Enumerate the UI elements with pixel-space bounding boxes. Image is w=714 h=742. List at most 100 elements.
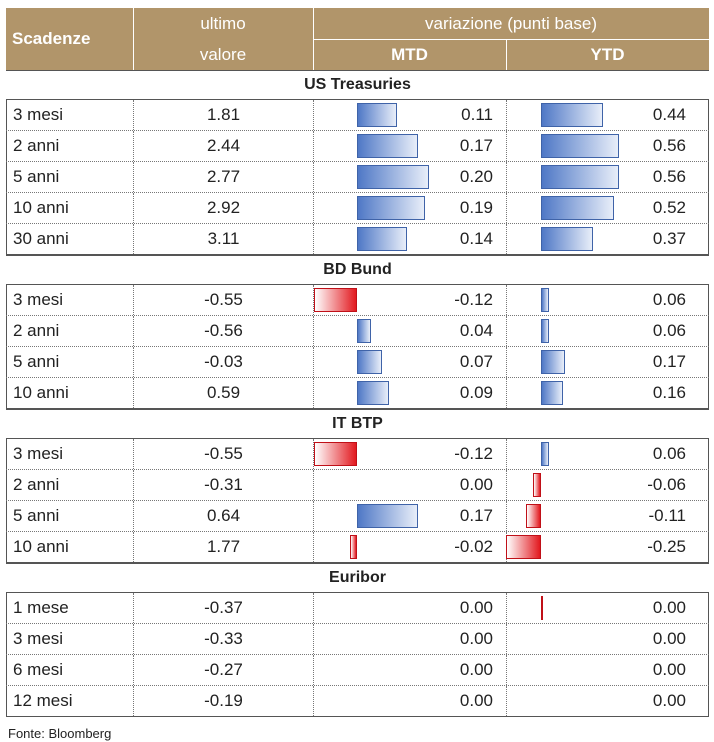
last-value-cell: 3.11: [133, 224, 313, 254]
table-row: 2 anni -0.31 0.00 -0.06: [6, 470, 709, 501]
mtd-positive-bar: [357, 227, 408, 251]
ytd-value: 0.44: [652, 105, 686, 124]
ytd-cell: 0.17: [506, 347, 709, 377]
ytd-value: 0.16: [652, 383, 686, 402]
table-row: 10 anni 1.77 -0.02 -0.25: [6, 532, 709, 563]
ytd-cell: 0.06: [506, 439, 709, 469]
table-row: 10 anni 0.59 0.09 0.16: [6, 378, 709, 409]
ytd-positive-bar: [541, 288, 550, 312]
last-value-cell: 1.77: [133, 532, 313, 562]
mtd-value: -0.12: [454, 290, 493, 309]
ytd-cell: 0.37: [506, 224, 709, 254]
last-value-cell: 2.92: [133, 193, 313, 223]
mtd-negative-bar: [313, 288, 357, 312]
mtd-cell: 0.14: [313, 224, 506, 254]
maturity-cell: 5 anni: [6, 347, 133, 377]
table-body: US Treasuries 3 mesi 1.81 0.11 0.44 2 anni 2.4…: [6, 70, 709, 717]
mtd-positive-bar: [357, 165, 429, 189]
mtd-value: 0.17: [459, 506, 493, 525]
mtd-cell: -0.12: [313, 285, 506, 315]
section-title: Euribor: [6, 563, 709, 593]
header-divider: [506, 39, 507, 70]
ytd-cell: 0.56: [506, 131, 709, 161]
mtd-cell: 0.19: [313, 193, 506, 223]
maturity-cell: 3 mesi: [6, 624, 133, 654]
ytd-cell: 0.56: [506, 162, 709, 192]
mtd-positive-bar: [357, 103, 397, 127]
last-value-cell: -0.19: [133, 686, 313, 716]
last-value-cell: -0.37: [133, 593, 313, 623]
ytd-negative-bar: [506, 535, 541, 559]
mtd-value: 0.11: [461, 105, 493, 124]
ytd-negative-bar: [525, 504, 541, 528]
maturity-cell: 5 anni: [6, 162, 133, 192]
ytd-cell: 0.00: [506, 593, 709, 623]
mtd-value: 0.00: [459, 629, 493, 648]
ytd-value: 0.06: [652, 321, 686, 340]
last-value-cell: -0.55: [133, 285, 313, 315]
mtd-cell: 0.20: [313, 162, 506, 192]
mtd-cell: 0.04: [313, 316, 506, 346]
ytd-positive-bar: [541, 103, 603, 127]
source-note: Fonte: Bloomberg: [8, 726, 112, 741]
mtd-value: 0.00: [459, 598, 493, 617]
table-row: 6 mesi -0.27 0.00 0.00: [6, 655, 709, 686]
ytd-value: 0.37: [652, 229, 686, 248]
table-row: 3 mesi 1.81 0.11 0.44: [6, 100, 709, 131]
last-value-cell: -0.31: [133, 470, 313, 500]
mtd-value: 0.00: [459, 691, 493, 710]
ytd-value: 0.52: [652, 198, 686, 217]
table-row: 10 anni 2.92 0.19 0.52: [6, 193, 709, 224]
maturity-cell: 10 anni: [6, 532, 133, 562]
ytd-positive-bar: [541, 319, 550, 343]
maturity-cell: 6 mesi: [6, 655, 133, 685]
ytd-value: 0.06: [652, 444, 686, 463]
ytd-value: 0.00: [652, 598, 686, 617]
table-row: 5 anni 0.64 0.17 -0.11: [6, 501, 709, 532]
header-mtd: MTD: [391, 44, 428, 64]
ytd-value: 0.00: [652, 660, 686, 679]
ytd-positive-bar: [541, 381, 564, 405]
mtd-positive-bar: [357, 350, 383, 374]
table-header: Scadenze ultimo valore variazione (punti…: [6, 8, 709, 70]
last-value-cell: 2.77: [133, 162, 313, 192]
mtd-positive-bar: [357, 381, 390, 405]
ytd-value: -0.06: [647, 475, 686, 494]
ytd-positive-bar: [541, 196, 614, 220]
mtd-value: 0.07: [459, 352, 493, 371]
header-valore: valore: [199, 44, 247, 64]
maturity-cell: 10 anni: [6, 378, 133, 408]
ytd-negative-bar: [532, 473, 541, 497]
mtd-cell: 0.00: [313, 593, 506, 623]
last-value-cell: -0.33: [133, 624, 313, 654]
ytd-value: 0.56: [652, 167, 686, 186]
header-divider: [133, 8, 134, 70]
maturity-cell: 3 mesi: [6, 285, 133, 315]
ytd-positive-bar: [541, 227, 593, 251]
mtd-cell: -0.02: [313, 532, 506, 562]
last-value-cell: 0.64: [133, 501, 313, 531]
ytd-positive-bar: [541, 134, 620, 158]
maturity-cell: 10 anni: [6, 193, 133, 223]
header-divider: [313, 39, 709, 40]
mtd-cell: 0.00: [313, 470, 506, 500]
ytd-value: -0.25: [647, 537, 686, 556]
mtd-cell: -0.12: [313, 439, 506, 469]
ytd-cell: 0.00: [506, 655, 709, 685]
maturity-cell: 2 anni: [6, 316, 133, 346]
ytd-value: 0.00: [652, 629, 686, 648]
mtd-cell: 0.00: [313, 655, 506, 685]
mtd-positive-bar: [357, 196, 426, 220]
ytd-cell: -0.25: [506, 532, 709, 562]
yield-table: Scadenze ultimo valore variazione (punti…: [6, 8, 709, 717]
ytd-cell: 0.16: [506, 378, 709, 408]
mtd-negative-bar: [313, 442, 357, 466]
mtd-value: 0.20: [459, 167, 493, 186]
maturity-cell: 2 anni: [6, 131, 133, 161]
mtd-value: 0.04: [459, 321, 493, 340]
mtd-positive-bar: [357, 504, 419, 528]
last-value-cell: 1.81: [133, 100, 313, 130]
table-row: 2 anni 2.44 0.17 0.56: [6, 131, 709, 162]
last-value-cell: -0.03: [133, 347, 313, 377]
ytd-zero-bar: [541, 596, 543, 620]
